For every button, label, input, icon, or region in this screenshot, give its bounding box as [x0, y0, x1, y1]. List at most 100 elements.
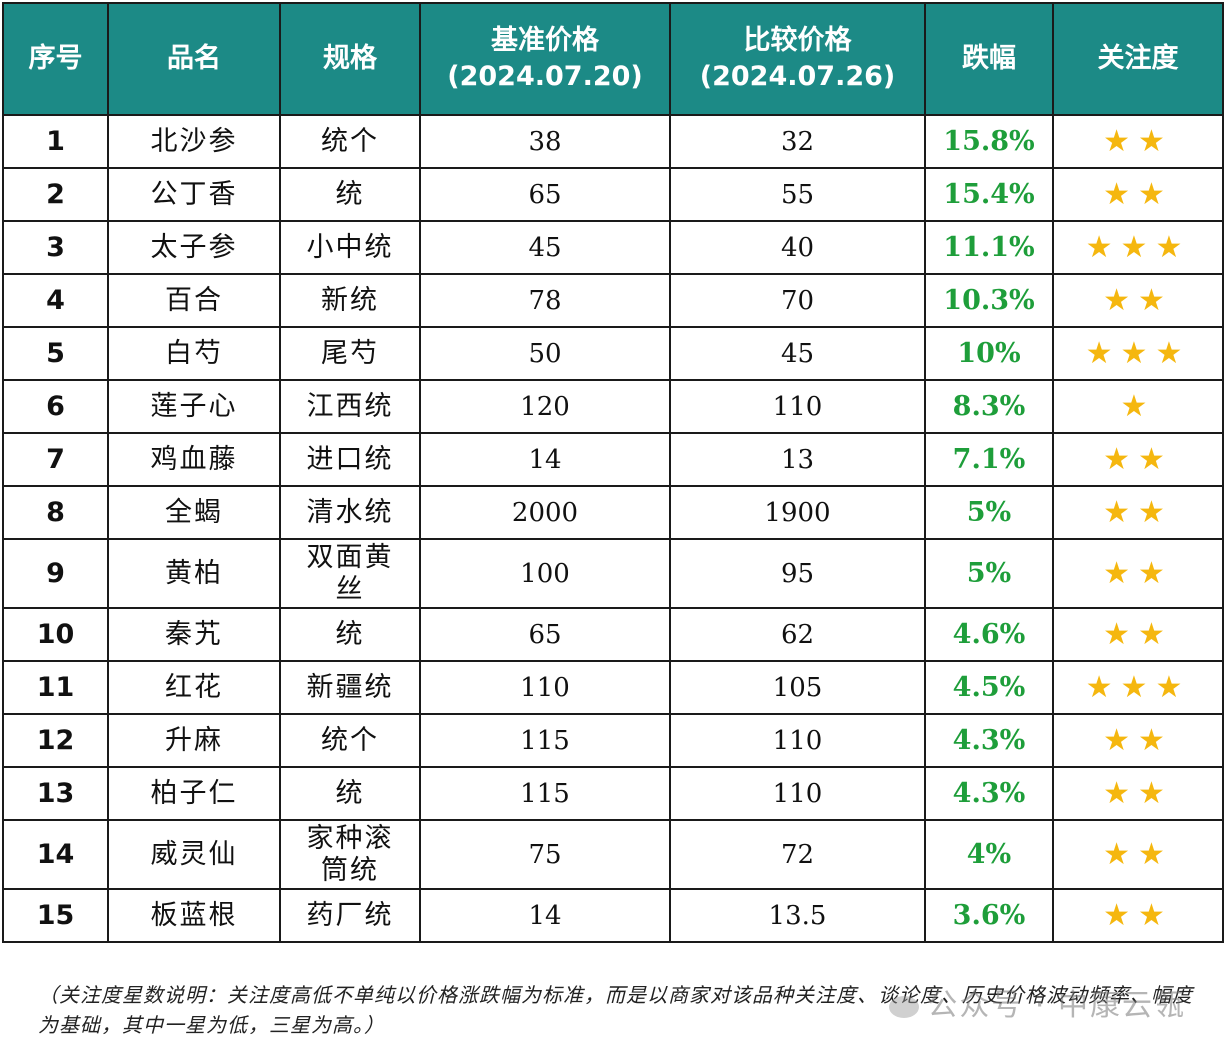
- cell-compare-price: 55: [669, 167, 926, 222]
- cell-drop: 15.8%: [924, 114, 1054, 169]
- cell-compare-price: 95: [669, 538, 926, 609]
- cell-drop: 5%: [924, 538, 1054, 609]
- cell-base-price: 65: [419, 167, 671, 222]
- cell-spec: 新疆统: [279, 660, 421, 715]
- cell-base-price: 75: [419, 819, 671, 890]
- table-row: 13 柏子仁 统 115 110 4.3% ★★: [2, 766, 1224, 821]
- cell-compare-price: 62: [669, 607, 926, 662]
- cell-attention-stars: ★★: [1052, 485, 1224, 540]
- cell-attention-stars: ★★★: [1052, 326, 1224, 381]
- cell-base-price: 14: [419, 432, 671, 487]
- cell-spec: 家种滚筒统: [279, 819, 421, 890]
- cell-compare-price: 13: [669, 432, 926, 487]
- cell-attention-stars: ★★: [1052, 432, 1224, 487]
- cell-compare-price: 110: [669, 713, 926, 768]
- header-spec: 规格: [279, 2, 421, 116]
- table-row: 7 鸡血藤 进口统 14 13 7.1% ★★: [2, 432, 1224, 487]
- cell-no: 7: [2, 432, 109, 487]
- header-base-price-label: 基准价格: [491, 25, 599, 56]
- cell-drop: 3.6%: [924, 888, 1054, 943]
- cell-name: 升麻: [107, 713, 281, 768]
- cell-name-text: 秦艽: [165, 618, 223, 650]
- cell-name-text: 全蝎: [165, 496, 223, 528]
- cell-base-price: 115: [419, 713, 671, 768]
- cell-spec-text: 尾芍: [321, 337, 379, 369]
- cell-spec: 统个: [279, 713, 421, 768]
- cell-base-price: 2000: [419, 485, 671, 540]
- table-row: 14 威灵仙 家种滚筒统 75 72 4% ★★: [2, 819, 1224, 890]
- cell-attention-stars: ★★: [1052, 114, 1224, 169]
- cell-name-text: 白芍: [165, 337, 223, 369]
- cell-spec-text: 江西统: [306, 390, 394, 422]
- cell-spec-text: 统: [335, 777, 365, 809]
- cell-attention-stars: ★★: [1052, 819, 1224, 890]
- cell-spec-text: 统: [335, 178, 365, 210]
- cell-no: 6: [2, 379, 109, 434]
- cell-spec: 进口统: [279, 432, 421, 487]
- cell-no: 15: [2, 888, 109, 943]
- cell-compare-price: 40: [669, 220, 926, 275]
- cell-drop: 7.1%: [924, 432, 1054, 487]
- cell-name-text: 百合: [165, 284, 223, 316]
- cell-spec: 双面黄丝: [279, 538, 421, 609]
- table-row: 6 莲子心 江西统 120 110 8.3% ★: [2, 379, 1224, 434]
- cell-no: 9: [2, 538, 109, 609]
- cell-compare-price: 72: [669, 819, 926, 890]
- cell-name: 红花: [107, 660, 281, 715]
- cell-name-text: 鸡血藤: [150, 443, 238, 475]
- cell-compare-price: 1900: [669, 485, 926, 540]
- attention-footnote: （关注度星数说明：关注度高低不单纯以价格涨跌幅为标准，而是以商家对该品种关注度、…: [38, 983, 1193, 1037]
- cell-name: 鸡血藤: [107, 432, 281, 487]
- cell-name: 公丁香: [107, 167, 281, 222]
- cell-spec-text: 统个: [321, 724, 379, 756]
- cell-name: 北沙参: [107, 114, 281, 169]
- watermark: 公众号 · 中康云瓴: [889, 980, 1186, 1024]
- cell-no: 3: [2, 220, 109, 275]
- cell-base-price: 50: [419, 326, 671, 381]
- cell-name-text: 柏子仁: [150, 777, 238, 809]
- price-drop-table: 序号 品名 规格 基准价格 (2024.07.20) 比较价格 (2024.07…: [2, 2, 1224, 943]
- cell-drop: 8.3%: [924, 379, 1054, 434]
- table-row: 2 公丁香 统 65 55 15.4% ★★: [2, 167, 1224, 222]
- header-name: 品名: [107, 2, 281, 116]
- cell-base-price: 100: [419, 538, 671, 609]
- cell-spec-text: 家种滚筒统: [306, 822, 394, 886]
- header-compare-price: 比较价格 (2024.07.26): [669, 2, 926, 116]
- cell-no: 1: [2, 114, 109, 169]
- cell-compare-price: 32: [669, 114, 926, 169]
- watermark-text: 公众号 · 中康云瓴: [927, 988, 1186, 1023]
- table-row: 3 太子参 小中统 45 40 11.1% ★★★: [2, 220, 1224, 275]
- cell-attention-stars: ★★: [1052, 888, 1224, 943]
- cell-no: 12: [2, 713, 109, 768]
- cell-no: 14: [2, 819, 109, 890]
- cell-drop: 11.1%: [924, 220, 1054, 275]
- cell-drop: 4.3%: [924, 713, 1054, 768]
- cell-name-text: 黄柏: [165, 557, 223, 589]
- header-base-date: (2024.07.20): [447, 61, 643, 92]
- table-row: 15 板蓝根 药厂统 14 13.5 3.6% ★★: [2, 888, 1224, 943]
- table-row: 11 红花 新疆统 110 105 4.5% ★★★: [2, 660, 1224, 715]
- header-base-price: 基准价格 (2024.07.20): [419, 2, 671, 116]
- cell-attention-stars: ★★: [1052, 766, 1224, 821]
- cell-no: 10: [2, 607, 109, 662]
- cell-drop: 15.4%: [924, 167, 1054, 222]
- cell-compare-price: 45: [669, 326, 926, 381]
- cell-name-text: 北沙参: [150, 125, 238, 157]
- cell-spec-text: 清水统: [306, 496, 394, 528]
- cell-compare-price: 70: [669, 273, 926, 328]
- cell-name: 秦艽: [107, 607, 281, 662]
- table-body: 1 北沙参 统个 38 32 15.8% ★★ 2 公丁香统 65 55 15.4% ★★ 3 太子参 小中统…: [2, 114, 1224, 943]
- cell-base-price: 115: [419, 766, 671, 821]
- cell-attention-stars: ★★: [1052, 607, 1224, 662]
- header-drop: 跌幅: [924, 2, 1054, 116]
- cell-spec: 统: [279, 167, 421, 222]
- cell-compare-price: 110: [669, 766, 926, 821]
- cell-spec: 小中统: [279, 220, 421, 275]
- cell-no: 2: [2, 167, 109, 222]
- table-row: 1 北沙参 统个 38 32 15.8% ★★: [2, 114, 1224, 169]
- table-row: 10 秦艽 统 65 62 4.6% ★★: [2, 607, 1224, 662]
- header-attention: 关注度: [1052, 2, 1224, 116]
- cell-no: 8: [2, 485, 109, 540]
- cell-name-text: 升麻: [165, 724, 223, 756]
- cell-spec-text: 进口统: [306, 443, 394, 475]
